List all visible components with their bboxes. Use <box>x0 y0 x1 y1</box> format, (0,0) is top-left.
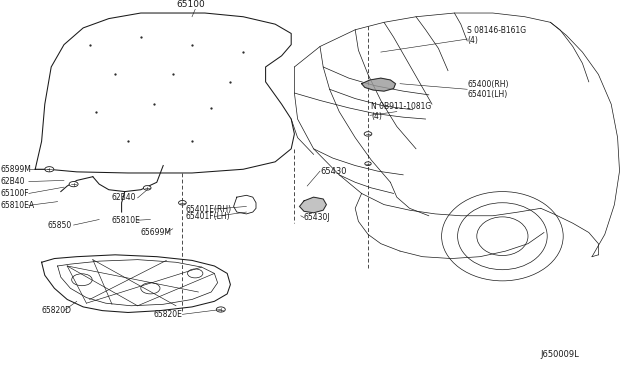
Polygon shape <box>300 197 326 213</box>
Text: 65401F(LH): 65401F(LH) <box>186 212 230 221</box>
Text: 62B40: 62B40 <box>112 193 136 202</box>
Text: 65400(RH)
65401(LH): 65400(RH) 65401(LH) <box>467 80 509 99</box>
Text: 65430J: 65430J <box>304 213 331 222</box>
Text: 65899M: 65899M <box>1 165 31 174</box>
Circle shape <box>69 182 78 187</box>
Text: 65430: 65430 <box>320 167 346 176</box>
Polygon shape <box>362 78 396 91</box>
Text: 65810E: 65810E <box>112 216 141 225</box>
Text: N 0B911-1081G
(4): N 0B911-1081G (4) <box>371 102 431 121</box>
Text: 65100F: 65100F <box>1 189 29 198</box>
Text: 65401E(RH): 65401E(RH) <box>186 205 232 214</box>
Text: 65820D: 65820D <box>42 306 72 315</box>
Circle shape <box>364 132 372 136</box>
Text: 65820E: 65820E <box>154 310 182 319</box>
Text: 65699M: 65699M <box>141 228 172 237</box>
Text: 65850: 65850 <box>48 221 72 230</box>
Circle shape <box>143 186 151 190</box>
Text: 62B40: 62B40 <box>1 177 25 186</box>
Text: J650009L: J650009L <box>541 350 580 359</box>
Text: S 08146-B161G
(4): S 08146-B161G (4) <box>467 26 526 45</box>
Text: 65810EA: 65810EA <box>1 201 35 210</box>
Circle shape <box>216 307 225 312</box>
Circle shape <box>45 167 54 172</box>
Circle shape <box>179 201 186 205</box>
Circle shape <box>365 162 371 166</box>
Text: 65100: 65100 <box>176 0 205 9</box>
